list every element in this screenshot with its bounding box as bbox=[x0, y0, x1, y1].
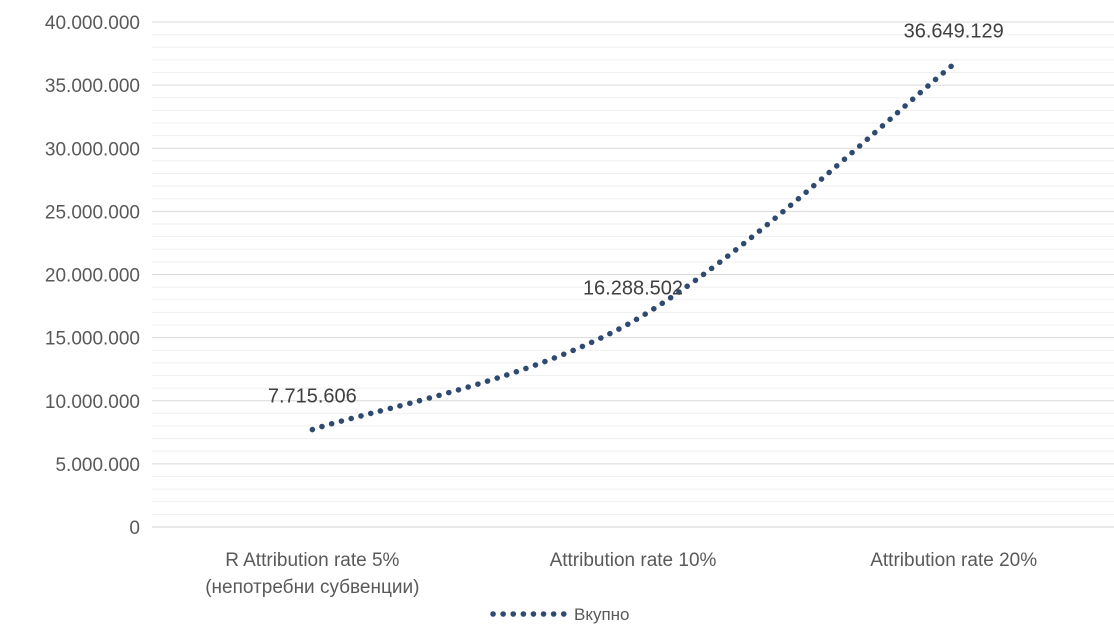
x-tick-label-line: Attribution rate 20% bbox=[870, 550, 1037, 571]
x-tick-label-line: (непотребни субвенции) bbox=[205, 577, 419, 598]
legend-label: Вкупно bbox=[574, 605, 630, 624]
y-tick-label: 0 bbox=[129, 518, 140, 539]
data-label: 16.288.502 bbox=[583, 277, 683, 299]
x-tick-label-line: Attribution rate 10% bbox=[550, 550, 717, 571]
series-line bbox=[309, 61, 957, 433]
x-tick-label: Attribution rate 20% bbox=[870, 550, 1037, 571]
y-tick-label: 10.000.000 bbox=[45, 392, 140, 413]
y-tick-label: 35.000.000 bbox=[45, 76, 140, 97]
y-tick-label: 25.000.000 bbox=[45, 202, 140, 223]
major-gridlines bbox=[152, 21, 1114, 528]
x-axis-tick-labels: R Attribution rate 5% (непотребни субвенц… bbox=[205, 550, 1037, 598]
x-tick-label: R Attribution rate 5% (непотребни субвенц… bbox=[205, 550, 419, 598]
y-tick-label: 5.000.000 bbox=[55, 455, 140, 476]
y-axis-tick-labels: 0 5.000.000 10.000.000 15.000.000 20.000.000… bbox=[45, 13, 140, 539]
data-labels: 7.715.606 16.288.502 36.649.129 bbox=[268, 20, 1004, 407]
minor-gridlines bbox=[152, 34, 1114, 515]
series-layer bbox=[309, 61, 957, 433]
x-tick-label: Attribution rate 10% bbox=[550, 550, 717, 571]
x-tick-label-line: R Attribution rate 5% bbox=[225, 550, 399, 571]
legend: Вкупно bbox=[490, 605, 630, 624]
data-label: 7.715.606 bbox=[268, 386, 357, 408]
data-label: 36.649.129 bbox=[904, 20, 1004, 42]
y-tick-label: 30.000.000 bbox=[45, 139, 140, 160]
y-tick-label: 15.000.000 bbox=[45, 329, 140, 350]
y-tick-label: 40.000.000 bbox=[45, 13, 140, 34]
y-tick-label: 20.000.000 bbox=[45, 266, 140, 287]
